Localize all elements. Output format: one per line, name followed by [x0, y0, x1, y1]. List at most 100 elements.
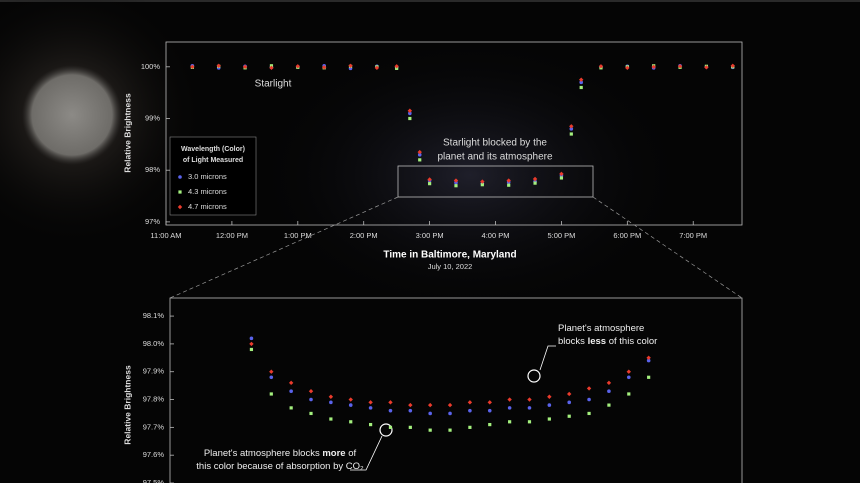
annotation-text: more [322, 448, 345, 459]
y-tick-label: 97.8% [143, 395, 165, 404]
data-point [454, 184, 458, 188]
data-point [368, 422, 373, 427]
y-tick-label: 98.1% [143, 311, 165, 320]
star [22, 65, 122, 165]
data-point [487, 408, 492, 413]
y-tick-label: 98% [145, 165, 160, 174]
y-tick-label: 97% [145, 217, 160, 226]
data-point [651, 64, 656, 70]
data-point [348, 403, 353, 407]
y-tick-label: 97.6% [143, 450, 165, 459]
leader-line [350, 435, 383, 471]
annotation: Planet's atmosphere [558, 323, 644, 334]
x-tick-label: 3:00 PM [416, 231, 444, 240]
legend-marker [177, 204, 183, 210]
subtitle: July 10, 2022 [428, 262, 473, 271]
data-point [730, 63, 735, 68]
annotation-text: of this color [606, 336, 657, 347]
data-point [269, 392, 273, 396]
data-point [627, 392, 631, 396]
annotation-text: of [346, 448, 357, 459]
data-point [329, 400, 333, 405]
data-point [427, 177, 432, 182]
data-point [394, 64, 399, 69]
legend-title: Wavelength (Color) [181, 146, 245, 153]
data-point [532, 176, 538, 182]
data-point [309, 411, 313, 416]
data-point [579, 85, 583, 90]
data-point [408, 111, 412, 116]
data-point [579, 80, 583, 85]
data-point [578, 77, 584, 82]
data-point [607, 389, 611, 393]
data-point [408, 116, 412, 121]
data-point [408, 425, 412, 429]
data-point [428, 411, 432, 416]
legend-box [169, 136, 257, 216]
data-point [559, 176, 564, 180]
data-point [567, 414, 571, 418]
top-frame [165, 41, 743, 226]
zoom-line [592, 196, 743, 299]
leader-line [539, 345, 556, 371]
y-tick-label: 97.5% [143, 478, 165, 483]
legend-marker [178, 190, 182, 194]
data-point [269, 375, 274, 380]
data-point [388, 425, 393, 429]
planet-glow [240, 25, 700, 325]
data-point [289, 389, 293, 393]
legend-title: of Light Measured [183, 157, 243, 164]
data-point [309, 397, 313, 402]
blocked-label: planet and its atmosphere [437, 152, 553, 163]
data-point [448, 411, 452, 416]
x-tick-label: 2:00 PM [350, 231, 378, 240]
annotation: Planet's atmosphere blocks more of [204, 448, 357, 459]
data-point [587, 397, 591, 402]
data-point [467, 400, 473, 405]
data-point [289, 406, 293, 410]
data-point [567, 400, 572, 405]
highlight-ring [527, 369, 541, 383]
data-point [704, 65, 709, 70]
data-point [427, 402, 433, 408]
data-point [348, 63, 353, 68]
x-tick-label: 1:00 PM [284, 231, 312, 240]
annotation-text: this color because of absorption by CO₂ [196, 461, 364, 472]
data-point [527, 420, 532, 424]
data-point [190, 64, 195, 70]
legend-label: 4.7 microns [188, 202, 227, 211]
data-point [468, 408, 472, 413]
data-point [447, 402, 453, 408]
data-point [569, 124, 574, 129]
data-point [625, 65, 630, 71]
data-point [428, 182, 432, 186]
y-tick-label: 98.0% [143, 339, 165, 348]
data-point [586, 386, 592, 391]
data-point [606, 380, 612, 386]
data-point [374, 65, 380, 71]
data-point [321, 65, 327, 70]
annotation-text: less [588, 336, 607, 347]
data-point [329, 417, 333, 421]
legend-label: 3.0 microns [188, 172, 227, 181]
annotation-text: Planet's atmosphere [558, 323, 644, 334]
data-point [533, 181, 537, 185]
zoom-box [397, 165, 594, 198]
data-point [507, 397, 512, 402]
data-point [269, 369, 274, 374]
data-point [453, 178, 459, 183]
data-point [507, 183, 511, 187]
y-tick-label: 99% [145, 113, 160, 122]
data-point [269, 65, 274, 71]
data-point [408, 408, 413, 413]
x-tick-label: 7:00 PM [679, 231, 707, 240]
data-point [417, 152, 422, 157]
data-point [508, 420, 512, 424]
data-point [468, 425, 472, 429]
data-point [527, 397, 532, 402]
data-point [567, 391, 572, 397]
data-point [587, 411, 591, 416]
data-point [242, 64, 248, 70]
annotation-text: blocks [558, 336, 588, 347]
